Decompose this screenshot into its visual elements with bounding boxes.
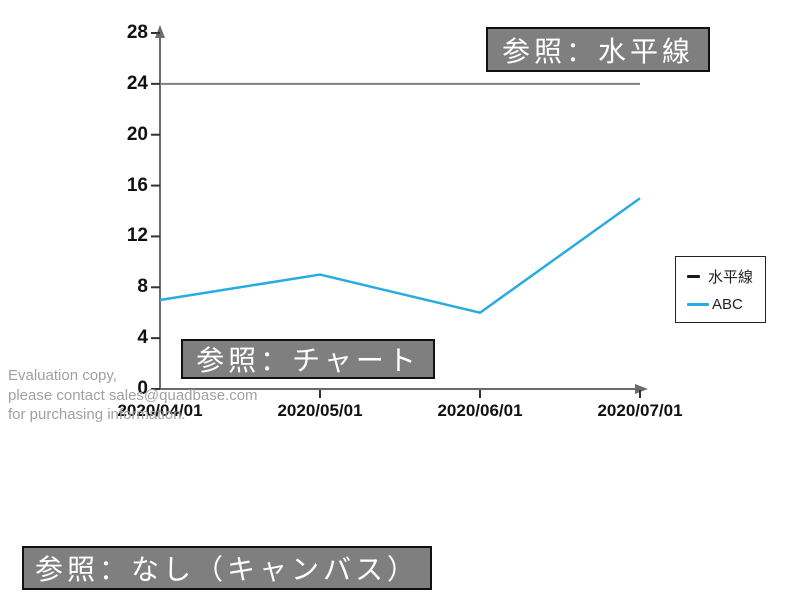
watermark-line-3: for purchasing information. <box>8 406 186 423</box>
y-tick-label: 16 <box>126 174 148 196</box>
y-tick-label: 24 <box>126 72 148 94</box>
y-tick-label: 12 <box>126 225 148 247</box>
abc-series-line <box>159 197 641 314</box>
watermark-line-2: please contact sales@quadbase.com <box>8 386 258 404</box>
x-tick-label: 2020/07/01 <box>597 401 683 420</box>
y-tick-label: 28 <box>126 22 148 43</box>
legend-label-abc: ABC <box>712 296 743 314</box>
watermark-line-1: Evaluation copy, <box>8 367 117 384</box>
legend-label-horizontal-line: 水平線 <box>708 268 754 286</box>
y-tick-label: 20 <box>126 123 148 145</box>
y-tick-label: 0 <box>137 378 148 399</box>
x-axis-arrowhead-icon <box>635 384 648 394</box>
legend-item-horizontal-line: 水平線 <box>687 266 765 287</box>
annotation-chart-reference: 参照：チャート <box>181 339 435 379</box>
y-tick-label: 8 <box>137 276 148 298</box>
evaluation-watermark: Evaluation copy, please contact sales@qu… <box>8 366 258 425</box>
horizontal-line-legend-marker <box>687 274 700 278</box>
x-tick-label: 2020/06/01 <box>437 401 523 420</box>
abc-line-legend-marker <box>687 303 709 307</box>
y-axis-arrowhead-icon <box>155 25 165 38</box>
x-tick-label: 2020/04/01 <box>117 401 203 420</box>
y-tick-label: 4 <box>137 327 148 349</box>
legend-item-abc: ABC <box>687 296 765 313</box>
annotation-horizontal-line-reference: 参照：水平線 <box>486 27 710 72</box>
legend: 水平線 ABC <box>675 256 766 323</box>
annotation-canvas-reference: 参照：なし（キャンバス） <box>22 546 432 590</box>
x-tick-label: 2020/05/01 <box>277 401 363 420</box>
